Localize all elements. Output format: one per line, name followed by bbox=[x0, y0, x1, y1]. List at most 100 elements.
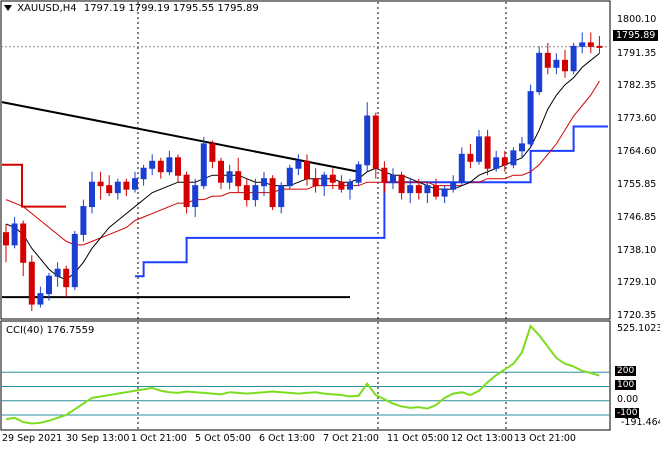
price-tick: 1729.10 bbox=[617, 277, 657, 288]
candle-body bbox=[11, 223, 18, 246]
candle-body bbox=[175, 157, 181, 176]
cci-title: CCI(40) 176.7559 bbox=[6, 325, 95, 336]
symbol-header: XAUUSD,H4 1797.19 1799.19 1795.55 1795.8… bbox=[4, 3, 259, 14]
candle-body bbox=[218, 160, 224, 183]
time-tick: 29 Sep 2021 bbox=[2, 433, 63, 444]
candle-body bbox=[304, 160, 310, 180]
candle-body bbox=[570, 45, 577, 72]
time-tick: 1 Oct 21:00 bbox=[131, 433, 187, 444]
slow-ma-line bbox=[5, 80, 600, 246]
candle-body bbox=[235, 171, 242, 187]
candle-body bbox=[54, 268, 61, 277]
candle-body bbox=[476, 136, 482, 162]
candle-body bbox=[3, 232, 9, 246]
candle-body bbox=[450, 181, 457, 190]
candle-body bbox=[527, 91, 534, 145]
candle-body bbox=[484, 136, 491, 169]
candle-body bbox=[433, 185, 439, 197]
candle-body bbox=[80, 206, 87, 235]
candle-body bbox=[269, 178, 276, 208]
price-tick: 1764.60 bbox=[617, 146, 657, 157]
candle-body bbox=[390, 174, 396, 183]
candle-body bbox=[243, 185, 250, 201]
cci-level-label: 0.00 bbox=[617, 394, 639, 405]
candle-body bbox=[519, 143, 525, 152]
candle-body bbox=[89, 181, 95, 208]
candle-body bbox=[261, 178, 267, 187]
candle-body bbox=[562, 59, 568, 72]
current-price-badge: 1795.89 bbox=[613, 30, 659, 41]
price-tick: 1791.35 bbox=[617, 48, 657, 59]
candle-body bbox=[321, 174, 328, 187]
price-tick: 1782.35 bbox=[617, 80, 657, 91]
candle-body bbox=[347, 181, 353, 190]
cci-panel-frame bbox=[0, 320, 611, 431]
price-tick: 1738.10 bbox=[617, 245, 657, 256]
candle-body bbox=[596, 45, 603, 48]
candle-body bbox=[157, 160, 164, 173]
candle-body bbox=[355, 164, 362, 183]
candle-body bbox=[536, 52, 543, 93]
time-tick: 7 Oct 21:00 bbox=[323, 433, 379, 444]
candle-body bbox=[37, 293, 44, 305]
triangle-down-icon[interactable] bbox=[4, 5, 12, 11]
time-tick: 5 Oct 05:00 bbox=[195, 433, 251, 444]
candle-body bbox=[46, 275, 52, 295]
candle-body bbox=[381, 167, 388, 183]
candle-body bbox=[97, 181, 104, 187]
candle-body bbox=[106, 185, 113, 194]
candle-body bbox=[28, 261, 35, 305]
price-tick: 1720.35 bbox=[617, 310, 657, 321]
candle-body bbox=[579, 42, 586, 47]
cci-axis-min: -191.4642 bbox=[621, 417, 660, 428]
symbol-label: XAUUSD,H4 bbox=[17, 3, 77, 14]
candle-body bbox=[226, 171, 233, 183]
time-tick: 30 Sep 13:00 bbox=[66, 433, 130, 444]
cci-level-label: 100 bbox=[615, 380, 637, 390]
candle-body bbox=[286, 167, 293, 187]
candle-body bbox=[424, 185, 431, 194]
candle-body bbox=[166, 157, 173, 173]
time-tick: 6 Oct 13:00 bbox=[259, 433, 315, 444]
cci-axis-max: 525.1023 bbox=[617, 323, 660, 334]
price-tick: 1800.10 bbox=[617, 14, 657, 25]
candle-body bbox=[372, 115, 379, 169]
resistance-step-line bbox=[2, 163, 66, 208]
time-tick: 12 Oct 13:00 bbox=[451, 433, 513, 444]
candle-body bbox=[209, 143, 216, 162]
cci-level-label: -100 bbox=[615, 408, 640, 418]
trend-line bbox=[1, 101, 359, 173]
candle-body bbox=[140, 167, 147, 180]
candle-body bbox=[364, 115, 371, 166]
candle-body bbox=[123, 181, 130, 190]
candle-body bbox=[338, 181, 345, 190]
candle-body bbox=[252, 185, 259, 201]
price-tick: 1773.60 bbox=[617, 113, 657, 124]
price-tick: 1746.85 bbox=[617, 212, 657, 223]
cci-line bbox=[5, 324, 600, 425]
candle-body bbox=[544, 52, 551, 68]
cci-level-label: 200 bbox=[615, 366, 637, 376]
candle-body bbox=[312, 178, 319, 187]
candle-body bbox=[278, 185, 285, 208]
candle-body bbox=[493, 157, 500, 169]
candle-body bbox=[114, 181, 121, 194]
candle-body bbox=[71, 233, 78, 288]
candle-body bbox=[407, 185, 414, 194]
candle-body bbox=[553, 59, 560, 68]
candle-body bbox=[183, 174, 190, 208]
price-tick: 1755.85 bbox=[617, 179, 657, 190]
price-panel-frame bbox=[0, 0, 611, 320]
candle-body bbox=[587, 42, 594, 47]
candle-body bbox=[458, 153, 465, 183]
candle-body bbox=[510, 150, 517, 166]
candle-body bbox=[63, 268, 70, 288]
candle-body bbox=[192, 185, 199, 208]
candle-body bbox=[467, 153, 474, 162]
candle-body bbox=[200, 143, 207, 187]
candle-body bbox=[20, 223, 27, 263]
time-tick: 13 Oct 21:00 bbox=[514, 433, 576, 444]
candle-body bbox=[415, 185, 422, 194]
